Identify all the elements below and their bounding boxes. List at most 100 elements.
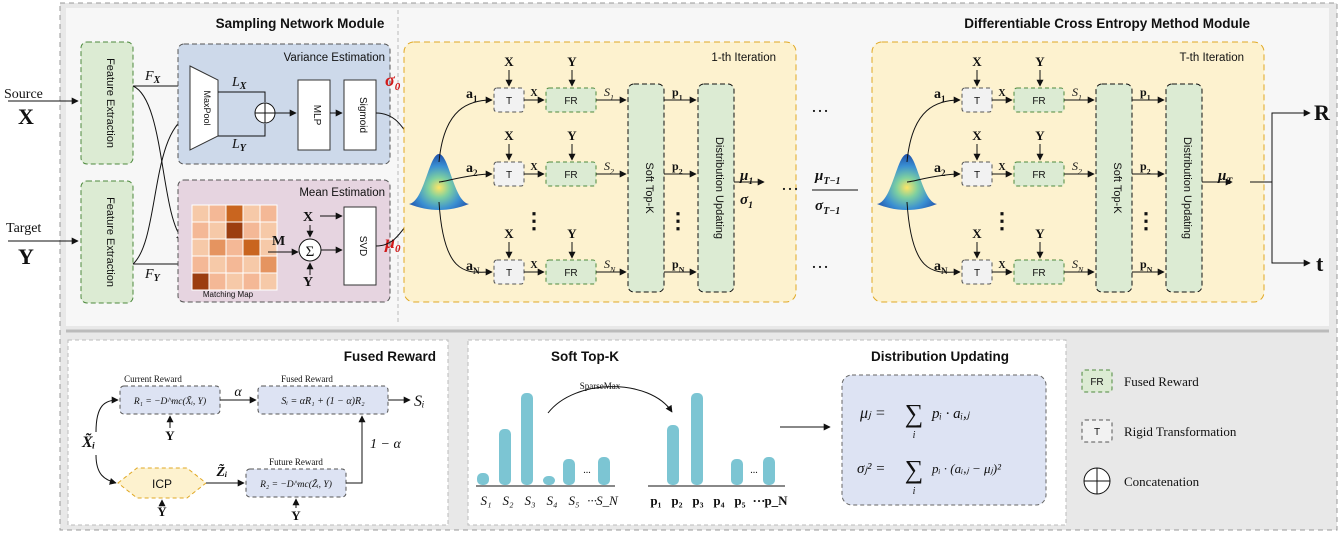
dcem-title: Differentiable Cross Entropy Method Modu… <box>964 16 1250 31</box>
dist-update-block <box>697 83 735 293</box>
score-bar <box>521 393 533 485</box>
fr-box-label: FR <box>564 268 577 279</box>
mlp-block <box>297 79 331 151</box>
matching-map-cell <box>242 272 261 291</box>
x-tilde-label: X <box>998 162 1006 173</box>
sigmoid-block <box>343 79 377 151</box>
mu-eq-rhs: pᵢ · aᵢ,ⱼ <box>931 406 971 422</box>
y-symbol: Y <box>567 54 577 69</box>
p-label: p2 <box>1140 159 1151 176</box>
muT-label: μT <box>1217 168 1233 187</box>
mu-eq-lhs: μⱼ = <box>859 405 886 422</box>
sampling-title: Sampling Network Module <box>216 16 385 31</box>
x-tilde-label: X <box>530 162 538 173</box>
distribution-update-box <box>841 374 1047 506</box>
feature-extraction-label-2: Feature Extraction <box>104 197 116 287</box>
fr-box-label: FR <box>1032 96 1045 107</box>
sample-arrow <box>906 170 961 183</box>
x-symbol: X <box>972 54 982 69</box>
sigma-eq-lhs: σⱼ² = <box>857 461 885 477</box>
si-output: Sᵢ <box>414 393 425 410</box>
score-label: S₄ <box>546 493 558 508</box>
target-label: Target <box>6 221 41 236</box>
score-label: S2 <box>604 159 614 176</box>
ly-label: LY <box>231 137 247 154</box>
sigma-eq-rhs: pᵢ · (aᵢ,ⱼ − μⱼ)² <box>931 461 1002 476</box>
legend-t-box <box>1081 419 1113 443</box>
soft-topk-block <box>627 83 665 293</box>
x-symbol: X <box>504 226 514 241</box>
sample-arrow <box>438 201 493 276</box>
fused-formula: Sᵢ = αR₁ + (1 − α)R₂ <box>281 396 365 407</box>
t-box-label: T <box>506 268 512 279</box>
score-bar <box>499 429 511 485</box>
sample-arrow <box>906 96 961 163</box>
score-bar <box>598 457 610 485</box>
score-label: S₃ <box>524 493 535 508</box>
matching-map-cell <box>242 204 261 223</box>
bar-dots-left: ... <box>583 465 591 476</box>
t-box-label: T <box>974 96 980 107</box>
matching-map-cell <box>191 221 210 240</box>
sample-a-label: a1 <box>934 87 946 104</box>
iteration-title: T-th Iteration <box>1179 52 1244 64</box>
fr-box-label: FR <box>1032 268 1045 279</box>
iteration-frame <box>871 41 1265 303</box>
fx-label: FX <box>144 69 161 86</box>
future-reward-label: Future Reward <box>269 457 323 467</box>
icp-label: ICP <box>152 477 172 491</box>
y-symbol: Y <box>1035 226 1045 241</box>
legend-fr-box <box>1081 369 1113 393</box>
score-label: S1 <box>604 85 614 102</box>
matching-map-cell <box>225 204 244 223</box>
y-symbol: Y <box>567 226 577 241</box>
variance-title: Variance Estimation <box>284 52 385 64</box>
matching-map-cell <box>259 204 278 223</box>
sample-a-label: a2 <box>466 161 478 178</box>
prob-label: p₅ <box>734 493 745 508</box>
mu-T-1-label: μT−1 <box>814 168 841 187</box>
prob-label: p_N <box>764 493 788 508</box>
p-label: p1 <box>1140 85 1151 102</box>
prob-bar <box>691 393 703 485</box>
matching-map-cell <box>242 238 261 257</box>
fr-box-label: FR <box>564 96 577 107</box>
feature-extraction-target <box>80 180 134 304</box>
t-box-label: T <box>974 170 980 181</box>
dist-update-label: Distribution Updating <box>1181 137 1193 239</box>
svd-block <box>343 206 377 286</box>
matching-map-cell <box>225 272 244 291</box>
score-label: S₂ <box>502 493 514 508</box>
iteration-frame <box>403 41 797 303</box>
soft-topk-label: Soft Top-K <box>643 162 655 214</box>
sample-arrow <box>438 96 493 163</box>
sample-arrow <box>906 201 961 276</box>
sigma1-label: σ1 <box>740 192 753 211</box>
target-symbol: Y <box>18 244 34 269</box>
y-future: Y <box>291 508 301 523</box>
maxpool-label: MaxPool <box>202 90 212 125</box>
zi-label: Z̃ᵢ <box>216 462 228 480</box>
iteration-1-panel: 1-th Iteration a1 X T X Y FR S1 p1 a2 X T X Y FR S2 p2 aN… <box>403 41 797 303</box>
score-bar <box>477 473 489 485</box>
current-reward-label: Current Reward <box>124 374 182 384</box>
sigmoid-label: Sigmoid <box>357 97 368 133</box>
x-symbol: X <box>972 128 982 143</box>
matching-map-cell <box>259 255 278 274</box>
sample-a-label: aN <box>934 259 948 276</box>
score-label: S_N <box>596 493 619 508</box>
matching-map-label: Matching Map <box>203 290 254 299</box>
legend-fr-box-label: FR <box>1090 377 1103 388</box>
ellipsis-top: … <box>811 96 829 116</box>
x-tilde-label: X <box>998 260 1006 271</box>
soft-topk-label: Soft Top-K <box>1111 162 1123 214</box>
fy-label: FY <box>144 267 161 284</box>
sigma0-label: σ0 <box>385 70 401 93</box>
soft-topk-block <box>1095 83 1133 293</box>
vdots-1: ⋮ <box>523 208 545 233</box>
svd-label: SVD <box>357 236 368 257</box>
sample-arrow <box>438 170 493 183</box>
y-symbol: Y <box>1035 128 1045 143</box>
x-tilde-label: X <box>530 88 538 99</box>
